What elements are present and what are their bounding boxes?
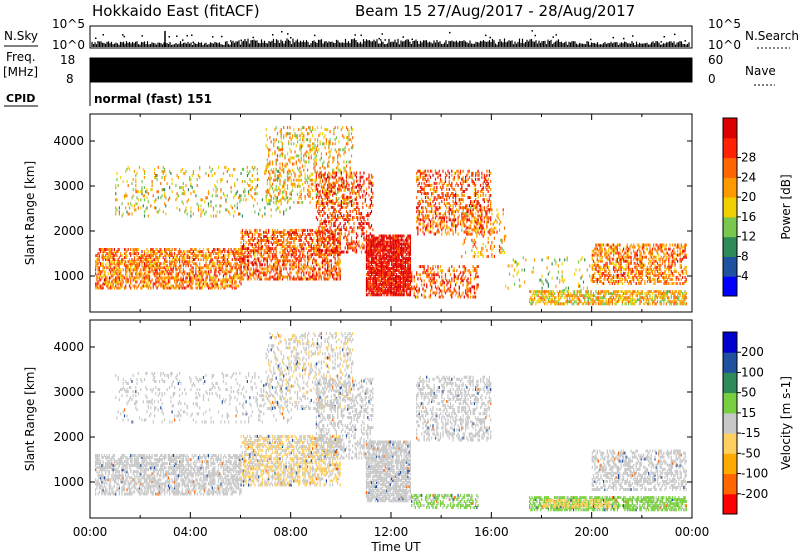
velocity-colorbar-segment: [723, 493, 737, 515]
velocity-colorbar-segment: [723, 372, 737, 394]
power-colorbar-tick: 16: [741, 210, 756, 224]
freq-bottom-tick: 8: [66, 72, 74, 86]
velocity-colorbar: -200 -100 -50 -15 15 50 100 200 Velocity [m s-1]: [722, 331, 793, 515]
x-tick-label: 00:00: [73, 525, 108, 539]
velocity-y-tick-label: 3000: [53, 385, 84, 399]
velocity-colorbar-segment: [723, 453, 737, 474]
velocity-colorbar-segment: [723, 473, 737, 495]
velocity-colorbar-segment: [723, 352, 737, 373]
velocity-colorbar-tick: 100: [741, 365, 764, 379]
velocity-colorbar-tick: 200: [741, 345, 764, 359]
velocity-colorbar-segment: [723, 412, 737, 434]
x-axis-ticks: 00:00 04:00 08:00 12:00 16:00 20:00 00:00: [73, 525, 710, 539]
velocity-y-tick-label: 1000: [53, 475, 84, 489]
x-tick-label: 12:00: [374, 525, 409, 539]
x-tick-label: 04:00: [173, 525, 208, 539]
power-colorbar-tick: 12: [741, 230, 756, 244]
cpid-label: CPID: [6, 92, 35, 105]
frequency-strip: [89, 57, 693, 83]
x-axis-label: Time UT: [370, 540, 421, 554]
velocity-y-axis-label: Slant Range [km]: [23, 367, 37, 471]
velocity-colorbar-tick: 50: [741, 386, 756, 400]
power-colorbar-segment: [723, 177, 737, 198]
x-tick-label: 16:00: [474, 525, 509, 539]
cpid-value: normal (fast) 151: [94, 92, 212, 106]
power-colorbar-segment: [723, 118, 737, 139]
noise-strip-frame: [89, 25, 693, 49]
velocity-y-tick-label: 4000: [53, 340, 84, 354]
nsky-label: N.Sky: [4, 29, 38, 43]
power-y-axis-label: Slant Range [km]: [23, 161, 37, 265]
velocity-scatter-cells: [95, 332, 687, 512]
velocity-colorbar-tick: -50: [741, 446, 761, 460]
nave-bottom-tick: 0: [708, 72, 716, 86]
power-colorbar-segment: [723, 137, 737, 159]
power-colorbar-tick: 24: [741, 170, 756, 184]
nave-label: Nave: [745, 64, 776, 78]
velocity-colorbar-tick: 15: [741, 406, 756, 420]
velocity-colorbar-segment: [723, 332, 737, 353]
power-colorbar: 4 8 12 16 20 24 28 Power [dB]: [722, 117, 793, 297]
power-y-tick-label: 1000: [53, 269, 84, 283]
nsearch-label: N.Search: [745, 29, 799, 43]
velocity-panel: 1000 2000 3000 4000 Slant Range [km]: [23, 319, 693, 519]
power-colorbar-segment: [723, 256, 737, 277]
power-y-tick-label: 3000: [53, 179, 84, 193]
power-colorbar-segment: [723, 216, 737, 238]
velocity-y-tick-label: 2000: [53, 430, 84, 444]
noise-left-bottom-tick: 10^0: [52, 38, 85, 52]
freq-unit-label: [MHz]: [3, 65, 38, 79]
nave-top-tick: 60: [708, 53, 723, 67]
power-colorbar-tick: 20: [741, 190, 756, 204]
freq-top-tick: 18: [60, 53, 75, 67]
velocity-colorbar-tick: -15: [741, 426, 761, 440]
power-colorbar-tick: 4: [741, 269, 749, 283]
power-colorbar-segment: [723, 236, 737, 257]
power-colorbar-tick: 8: [741, 249, 749, 263]
velocity-colorbar-segment: [723, 433, 737, 454]
power-scatter-cells: [95, 126, 687, 306]
noise-right-bottom-tick: 10^0: [708, 38, 741, 52]
plot-title: Hokkaido East (fitACF): [92, 2, 260, 20]
power-panel: 1000 2000 3000 4000 Slant Range [km]: [23, 113, 693, 313]
velocity-colorbar-label: Velocity [m s-1]: [779, 376, 793, 470]
power-colorbar-segment: [723, 197, 737, 218]
x-tick-label: 20:00: [574, 525, 609, 539]
x-tick-label: 08:00: [273, 525, 308, 539]
velocity-colorbar-segment: [723, 392, 737, 414]
noise-strip: [91, 30, 690, 47]
power-colorbar-tick: 28: [741, 151, 756, 165]
x-tick-label: 00:00: [675, 525, 710, 539]
velocity-colorbar-tick: -200: [741, 487, 768, 501]
power-colorbar-segment: [723, 276, 737, 297]
velocity-colorbar-tick: -100: [741, 467, 768, 481]
power-y-tick-label: 2000: [53, 224, 84, 238]
power-y-tick-label: 4000: [53, 134, 84, 148]
power-colorbar-segment: [723, 157, 737, 178]
power-colorbar-label: Power [dB]: [779, 174, 793, 239]
beam-date-label: Beam 15 27/Aug/2017 - 28/Aug/2017: [355, 2, 635, 20]
noise-left-top-tick: 10^5: [52, 17, 85, 31]
noise-right-top-tick: 10^5: [708, 17, 741, 31]
freq-label: Freq.: [6, 50, 36, 64]
